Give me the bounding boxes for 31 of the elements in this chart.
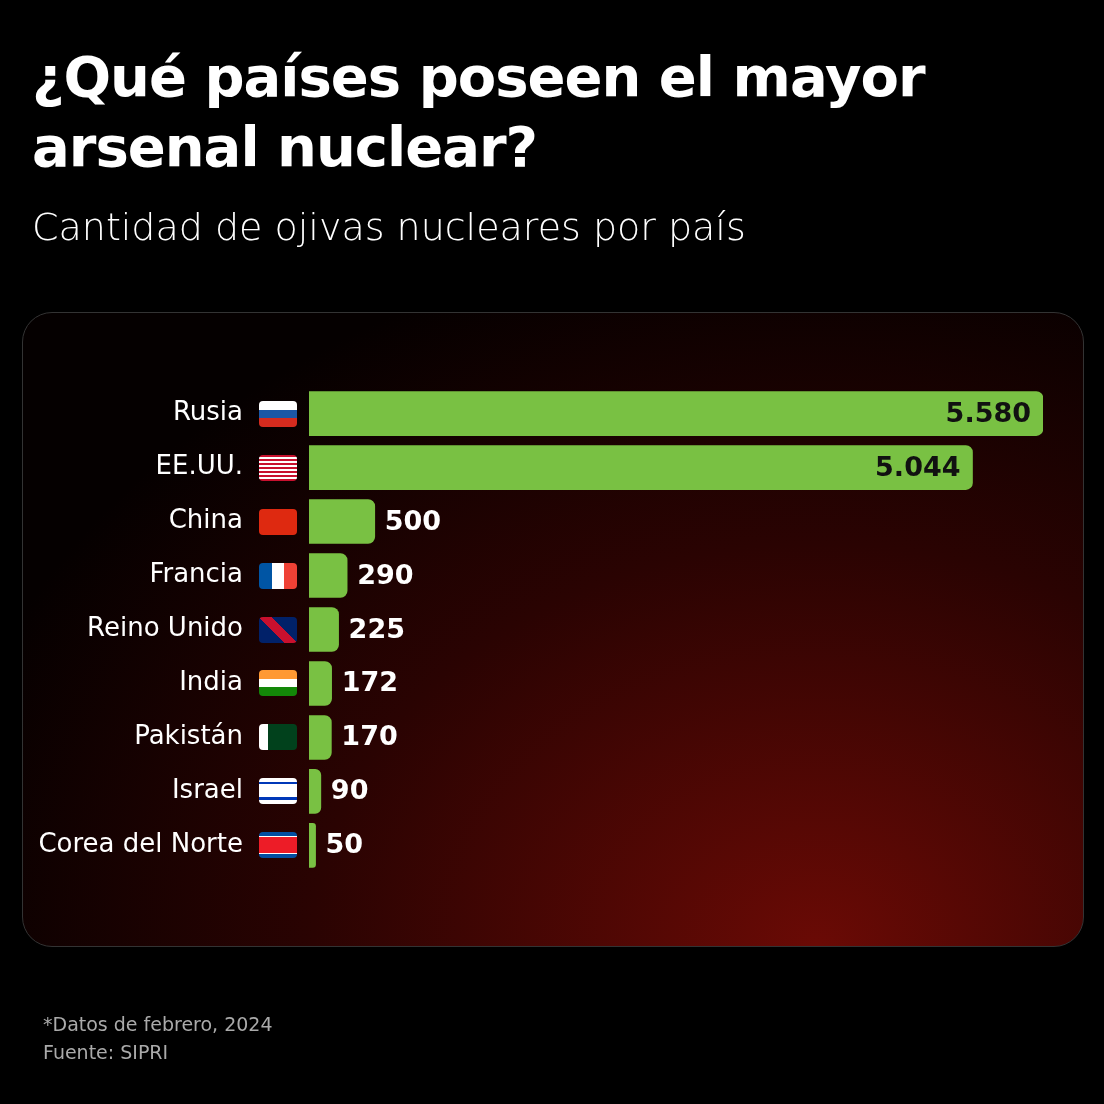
bar bbox=[309, 823, 316, 868]
chart-subtitle: Cantidad de ojivas nucleares por país bbox=[32, 205, 746, 249]
source-note: Fuente: SIPRI bbox=[43, 1040, 170, 1065]
y-tick-label: Rusia bbox=[172, 396, 243, 427]
bar bbox=[309, 499, 376, 544]
y-tick-label: Reino Unido bbox=[87, 612, 243, 643]
data-label: 5.044 bbox=[875, 450, 961, 482]
bar bbox=[309, 553, 348, 598]
bar bbox=[309, 391, 1043, 436]
data-label: 172 bbox=[341, 666, 398, 698]
data-label: 290 bbox=[357, 558, 414, 590]
y-tick-label: China bbox=[168, 504, 243, 535]
bar bbox=[309, 661, 332, 706]
bar bbox=[309, 607, 339, 652]
y-tick-label: Israel bbox=[171, 774, 243, 805]
data-label: 225 bbox=[348, 612, 405, 644]
y-tick-label: Corea del Norte bbox=[38, 828, 243, 859]
bar bbox=[309, 715, 332, 760]
y-tick-label: Francia bbox=[149, 558, 243, 589]
data-label: 90 bbox=[330, 774, 369, 806]
data-label: 500 bbox=[384, 504, 442, 536]
data-label: 50 bbox=[325, 828, 364, 860]
bar bbox=[309, 445, 973, 490]
y-tick-label: EE.UU. bbox=[155, 450, 243, 481]
chart-title: ¿Qué países poseen el mayor arsenal nuclear? bbox=[32, 43, 927, 181]
data-label: 5.580 bbox=[945, 396, 1031, 428]
data-label: 170 bbox=[341, 720, 398, 752]
y-tick-label: India bbox=[179, 666, 243, 697]
text: *Datos de febrero, 2024 bbox=[43, 1012, 273, 1037]
y-tick-label: Pakistán bbox=[134, 720, 243, 751]
bar bbox=[309, 769, 322, 814]
